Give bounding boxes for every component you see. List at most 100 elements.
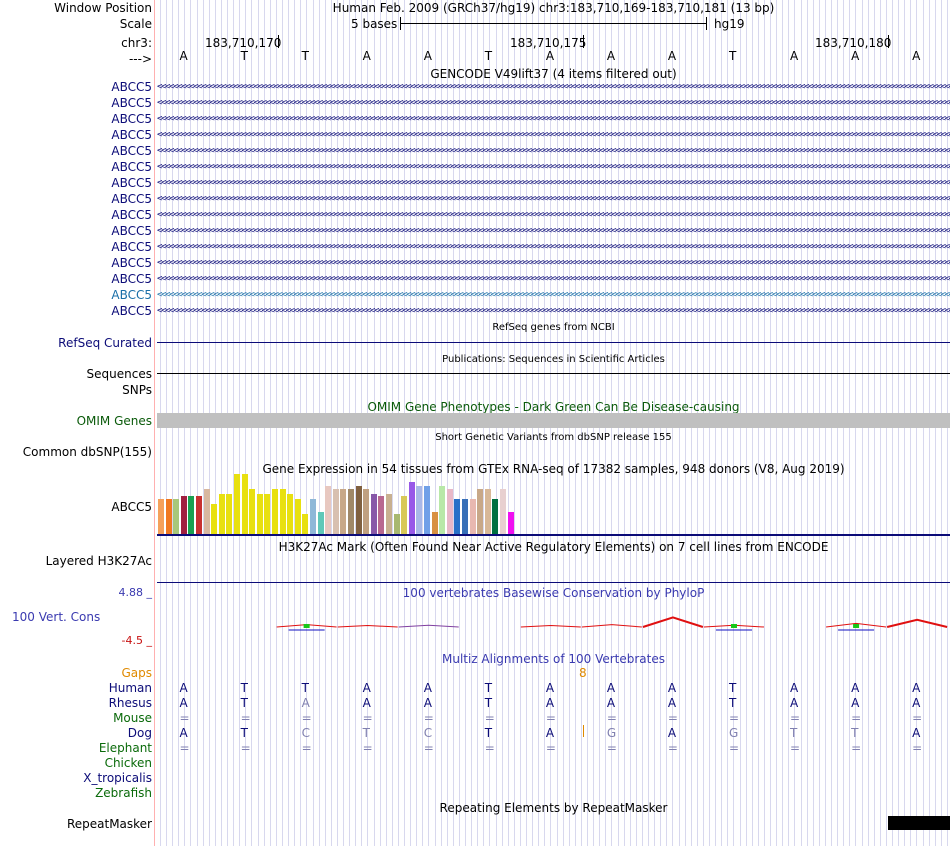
gene-label[interactable]: ABCC5 [111,128,152,142]
gtex-tissue-bar[interactable] [439,486,446,534]
gene-label[interactable]: ABCC5 [111,160,152,174]
gene-intron-arrows[interactable]: <<<<<<<<<<<<<<<<<<<<<<<<<<<<<<<<<<<<<<<<… [157,226,950,236]
gtex-tissue-bar[interactable] [256,494,263,534]
repeat-element-block[interactable] [888,816,950,830]
gtex-tissue-bar[interactable] [370,494,377,534]
gtex-tissue-bar[interactable] [446,489,453,534]
phylop-peak[interactable] [826,622,887,628]
gtex-tissue-bar[interactable] [234,474,240,534]
gtex-tissue-bar[interactable] [492,499,499,534]
gene-label[interactable]: ABCC5 [111,304,152,318]
snps-label[interactable]: SNPs [122,383,152,397]
gtex-tissue-bar[interactable] [386,494,392,534]
phylop-peak[interactable] [398,624,459,628]
gtex-tissue-bar[interactable] [294,499,301,534]
gtex-tissue-bar[interactable] [310,499,316,534]
gene-label[interactable]: ABCC5 [111,112,152,126]
phylop-peak[interactable] [581,624,642,628]
gene-label[interactable]: ABCC5 [111,224,152,238]
phylop-track-title[interactable]: 100 vertebrates Basewise Conservation by… [402,586,705,600]
gene-label[interactable]: ABCC5 [111,272,152,286]
gtex-tissue-bar[interactable] [469,499,476,534]
species-label[interactable]: X_tropicalis [83,771,152,785]
phylop-green-mark[interactable] [730,624,737,628]
phylop-peak[interactable] [886,618,948,628]
layered-h3k27ac-label[interactable]: Layered H3K27Ac [45,554,152,568]
gtex-tissue-bar[interactable] [241,474,248,534]
gtex-tissue-bar[interactable] [363,489,370,534]
gtex-tissue-bar[interactable] [203,489,210,534]
publications-track-title[interactable]: Publications: Sequences in Scientific Ar… [442,354,665,365]
gtex-tissue-bar[interactable] [272,489,278,534]
gene-intron-arrows[interactable]: <<<<<<<<<<<<<<<<<<<<<<<<<<<<<<<<<<<<<<<<… [157,162,950,172]
species-label[interactable]: Mouse [113,711,152,725]
gtex-tissue-bar[interactable] [500,489,506,534]
gtex-tissue-bar[interactable] [454,499,461,534]
gene-intron-arrows[interactable]: <<<<<<<<<<<<<<<<<<<<<<<<<<<<<<<<<<<<<<<<… [157,146,950,156]
omim-gene-bar[interactable] [157,413,950,428]
gene-intron-arrows[interactable]: <<<<<<<<<<<<<<<<<<<<<<<<<<<<<<<<<<<<<<<<… [157,210,950,220]
gtex-tissue-bar[interactable] [158,499,164,534]
gtex-tissue-bar[interactable] [340,489,347,534]
gtex-gene-label[interactable]: ABCC5 [111,500,152,514]
phylop-green-mark[interactable] [853,624,860,628]
gtex-tissue-bar[interactable] [302,514,309,534]
gtex-tissue-bar[interactable] [226,494,233,534]
common-dbsnp-label[interactable]: Common dbSNP(155) [22,445,152,459]
gene-intron-arrows[interactable]: <<<<<<<<<<<<<<<<<<<<<<<<<<<<<<<<<<<<<<<<… [157,242,950,252]
gencode-track-title[interactable]: GENCODE V49lift37 (4 items filtered out) [430,67,677,81]
gtex-tissue-bar[interactable] [507,512,514,534]
gene-intron-arrows[interactable]: <<<<<<<<<<<<<<<<<<<<<<<<<<<<<<<<<<<<<<<<… [157,306,950,316]
phylop-peak[interactable] [337,624,398,628]
gtex-tissue-bar[interactable] [188,496,195,534]
gtex-tissue-bar[interactable] [355,486,362,534]
gene-label[interactable]: ABCC5 [111,96,152,110]
gtex-tissue-bar[interactable] [348,489,354,534]
phylop-green-mark[interactable] [303,624,310,628]
gene-label[interactable]: ABCC5 [111,208,152,222]
gtex-tissue-bar[interactable] [287,494,294,534]
omim-track-title[interactable]: OMIM Gene Phenotypes - Dark Green Can Be… [367,400,740,414]
gene-label[interactable]: ABCC5 [111,256,152,270]
gene-intron-arrows[interactable]: <<<<<<<<<<<<<<<<<<<<<<<<<<<<<<<<<<<<<<<<… [157,82,950,92]
gtex-tissue-bar[interactable] [249,489,256,534]
sequences-label[interactable]: Sequences [86,367,152,381]
gtex-tissue-bar[interactable] [484,489,491,534]
gtex-track-title[interactable]: Gene Expression in 54 tissues from GTEx … [262,462,845,476]
gene-intron-arrows[interactable]: <<<<<<<<<<<<<<<<<<<<<<<<<<<<<<<<<<<<<<<<… [157,98,950,108]
gtex-tissue-bar[interactable] [196,496,202,534]
gene-label[interactable]: ABCC5 [111,288,152,302]
gtex-tissue-bar[interactable] [424,486,430,534]
species-label[interactable]: Elephant [98,741,152,755]
refseq-curated-label[interactable]: RefSeq Curated [58,336,152,350]
refseq-track-title[interactable]: RefSeq genes from NCBI [492,322,615,333]
phylop-peak[interactable] [520,624,581,628]
gene-label[interactable]: ABCC5 [111,240,152,254]
gaps-label[interactable]: Gaps [121,666,152,680]
gene-label[interactable]: ABCC5 [111,176,152,190]
omim-genes-label[interactable]: OMIM Genes [76,414,152,428]
gtex-tissue-bar[interactable] [180,496,187,534]
gtex-tissue-bar[interactable] [279,489,286,534]
gene-label[interactable]: ABCC5 [111,144,152,158]
gtex-tissue-bar[interactable] [431,512,438,534]
gtex-tissue-bar[interactable] [401,496,408,534]
gtex-tissue-bar[interactable] [325,486,332,534]
phylop-peak[interactable] [642,616,704,628]
gene-intron-arrows[interactable]: <<<<<<<<<<<<<<<<<<<<<<<<<<<<<<<<<<<<<<<<… [157,290,950,300]
gene-intron-arrows[interactable]: <<<<<<<<<<<<<<<<<<<<<<<<<<<<<<<<<<<<<<<<… [157,130,950,140]
gtex-tissue-bar[interactable] [393,514,400,534]
dbsnp-track-title[interactable]: Short Genetic Variants from dbSNP releas… [435,432,672,443]
gene-intron-arrows[interactable]: <<<<<<<<<<<<<<<<<<<<<<<<<<<<<<<<<<<<<<<<… [157,194,950,204]
publications-line[interactable] [157,373,950,374]
h3k27ac-track-title[interactable]: H3K27Ac Mark (Often Found Near Active Re… [278,540,829,554]
gtex-tissue-bar[interactable] [416,486,423,534]
gtex-tissue-bar[interactable] [332,489,339,534]
repeatmasker-track-title[interactable]: Repeating Elements by RepeatMasker [439,801,668,815]
gtex-tissue-bar[interactable] [264,494,271,534]
gtex-tissue-bar[interactable] [477,489,484,534]
gene-intron-arrows[interactable]: <<<<<<<<<<<<<<<<<<<<<<<<<<<<<<<<<<<<<<<<… [157,258,950,268]
phylop-track-label[interactable]: 100 Vert. Cons [12,610,101,624]
gtex-tissue-bar[interactable] [317,512,324,534]
